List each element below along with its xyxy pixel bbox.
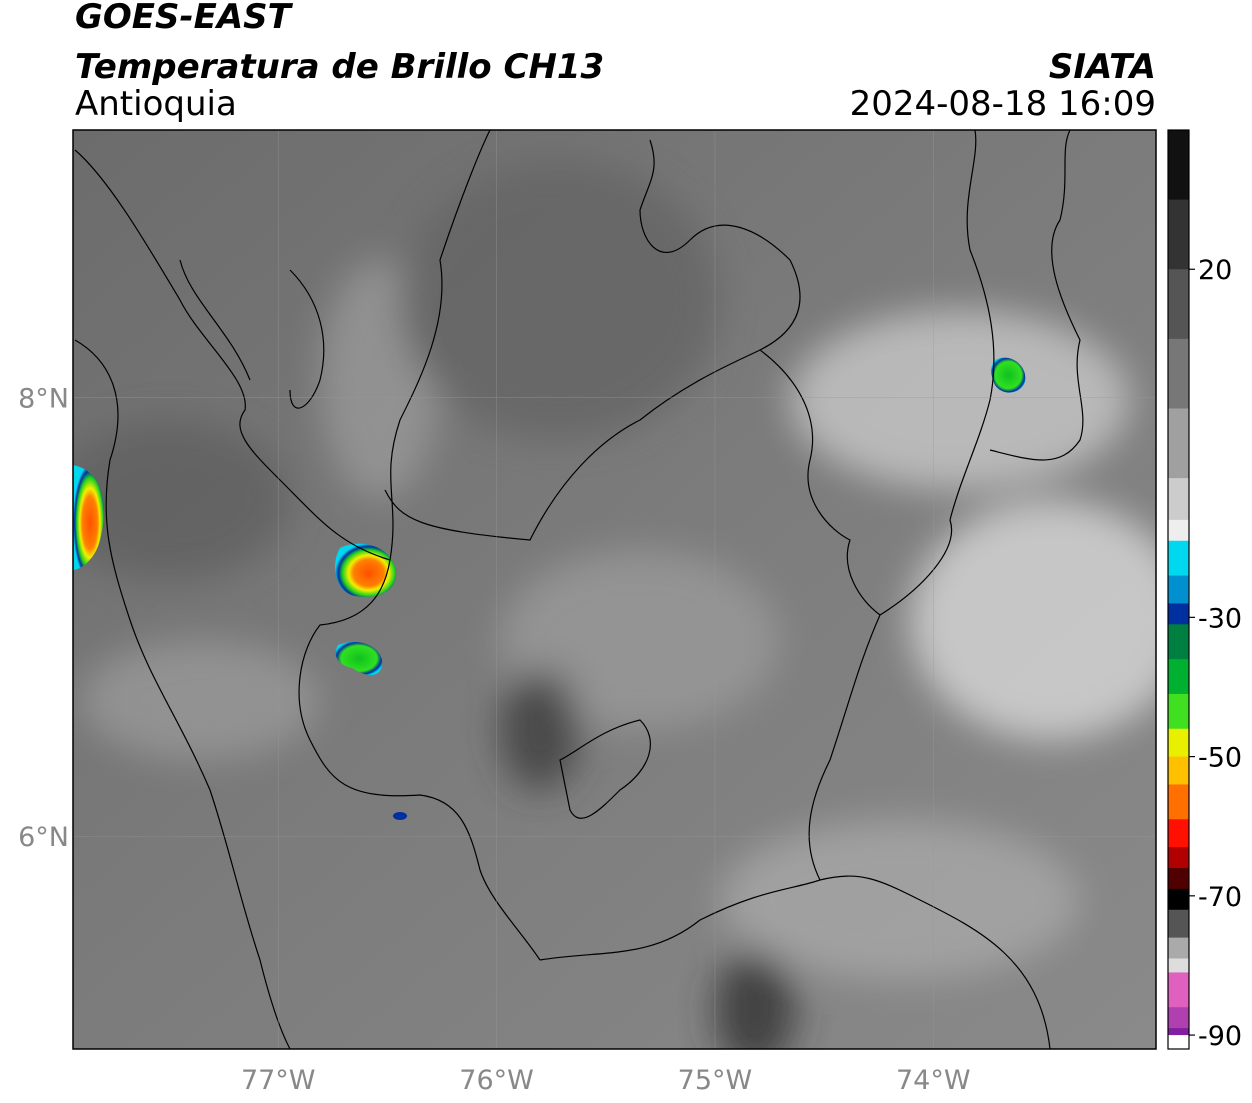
colorbar-segment xyxy=(1168,756,1189,785)
colorbar-segment xyxy=(1168,693,1189,730)
colorbar-tick-label: -30 xyxy=(1198,603,1242,634)
colorbar-tick-label: -70 xyxy=(1198,882,1242,913)
region: Antioquia xyxy=(75,84,237,124)
colorbar-segment xyxy=(1168,784,1189,820)
colorbar-segment xyxy=(1168,847,1189,869)
title: GOES-EAST xyxy=(75,0,294,37)
colorbar-segment xyxy=(1168,1007,1189,1029)
colorbar-segment xyxy=(1168,603,1189,625)
colorbar-segment xyxy=(1168,338,1189,409)
colorbar-segment xyxy=(1168,867,1189,890)
source: SIATA xyxy=(1049,47,1156,87)
colorbar xyxy=(1168,130,1189,1050)
colorbar-segment xyxy=(1168,408,1189,479)
colorbar-segment xyxy=(1168,888,1189,911)
colorbar-segment xyxy=(1168,819,1189,848)
x-tick-label: 76°W xyxy=(459,1065,534,1096)
x-tick-label: 74°W xyxy=(896,1065,971,1096)
colorbar-segment xyxy=(1168,624,1189,660)
graticule xyxy=(73,130,1156,1049)
colorbar-segment xyxy=(1168,575,1189,604)
colorbar-segment xyxy=(1168,958,1189,973)
x-tick-label: 75°W xyxy=(678,1065,753,1096)
y-tick-label: 6°N xyxy=(18,822,69,853)
colorbar-frame xyxy=(1167,129,1190,1050)
colorbar-tick-label: -90 xyxy=(1198,1021,1242,1052)
map-image xyxy=(73,130,1156,1049)
colorbar-segment xyxy=(1168,1028,1189,1036)
colorbar-segment xyxy=(1168,909,1189,939)
datetime: 2024-08-18 16:09 xyxy=(850,84,1156,124)
subtitle: Temperatura de Brillo CH13 xyxy=(75,47,604,87)
map-frame xyxy=(72,129,1157,1050)
colorbar-segment xyxy=(1168,478,1189,521)
colorbar-segment xyxy=(1168,659,1189,695)
colorbar-segment xyxy=(1168,540,1189,577)
colorbar-segment xyxy=(1168,972,1189,1008)
colorbar-segment xyxy=(1168,728,1189,758)
colorbar-tick-label: 20 xyxy=(1198,255,1232,286)
colorbar-segment xyxy=(1168,130,1189,201)
y-tick-label: 8°N xyxy=(18,384,69,415)
colorbar-segment xyxy=(1168,519,1189,542)
colorbar-segment xyxy=(1168,199,1189,270)
x-tick-label: 77°W xyxy=(241,1065,316,1096)
colorbar-segment xyxy=(1168,1035,1189,1050)
colorbar-segment xyxy=(1168,937,1189,959)
colorbar-tick-label: -50 xyxy=(1198,743,1242,774)
colorbar-segment xyxy=(1168,269,1189,340)
